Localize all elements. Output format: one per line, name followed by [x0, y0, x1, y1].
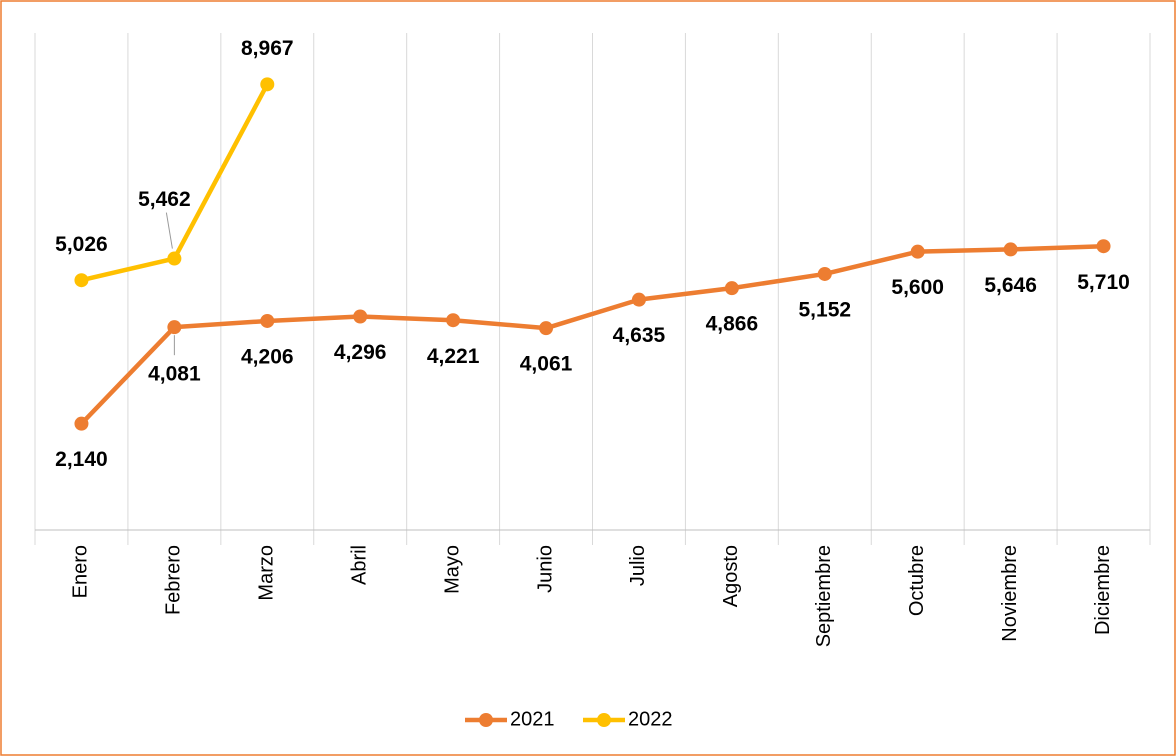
- x-tick-label: Septiembre: [813, 545, 835, 647]
- data-label: 4,081: [148, 363, 201, 386]
- data-point: [817, 266, 832, 281]
- data-point: [631, 292, 646, 307]
- x-tick-label: Julio: [627, 545, 649, 586]
- data-label: 4,221: [427, 345, 480, 368]
- x-tick-label: Mayo: [441, 545, 463, 594]
- x-tick-label: Junio: [534, 545, 556, 593]
- x-tick-label: Diciembre: [1092, 545, 1114, 635]
- x-tick-label: Abril: [348, 545, 370, 585]
- data-point: [1096, 239, 1111, 254]
- data-label: 5,152: [799, 298, 852, 321]
- series-line: [79, 243, 1104, 426]
- data-label: 4,061: [520, 353, 573, 376]
- legend-marker: [479, 713, 493, 727]
- data-point: [167, 251, 182, 266]
- data-label: 5,026: [55, 233, 108, 256]
- data-label: 5,710: [1077, 271, 1130, 294]
- data-point: [74, 416, 89, 431]
- data-label: 8,967: [241, 37, 294, 60]
- leader-line: [165, 212, 173, 249]
- x-tick-label: Enero: [70, 545, 92, 598]
- legend-label: 2021: [510, 708, 555, 730]
- data-label: 4,635: [613, 324, 666, 347]
- x-tick-label: Marzo: [256, 545, 278, 601]
- legend-label: 2022: [628, 708, 673, 730]
- data-point: [260, 313, 275, 328]
- data-point: [539, 321, 554, 336]
- legend-marker: [597, 713, 611, 727]
- data-label: 2,140: [55, 448, 108, 471]
- data-point: [724, 281, 739, 296]
- data-label: 5,600: [891, 276, 944, 299]
- data-point: [260, 77, 275, 92]
- data-point: [910, 244, 925, 259]
- data-label: 4,206: [241, 346, 294, 369]
- data-point: [446, 313, 461, 328]
- data-point: [1003, 242, 1018, 257]
- x-tick-label: Noviembre: [999, 545, 1021, 642]
- data-label: 4,866: [706, 313, 759, 336]
- x-tick-label: Agosto: [720, 545, 742, 607]
- data-point: [167, 320, 182, 335]
- data-label: 5,462: [138, 188, 191, 211]
- x-tick-label: Febrero: [163, 545, 185, 615]
- data-label: 4,296: [334, 341, 387, 364]
- data-point: [353, 309, 368, 324]
- data-point: [74, 273, 89, 288]
- x-tick-label: Octubre: [906, 545, 928, 616]
- data-label: 5,646: [984, 274, 1037, 297]
